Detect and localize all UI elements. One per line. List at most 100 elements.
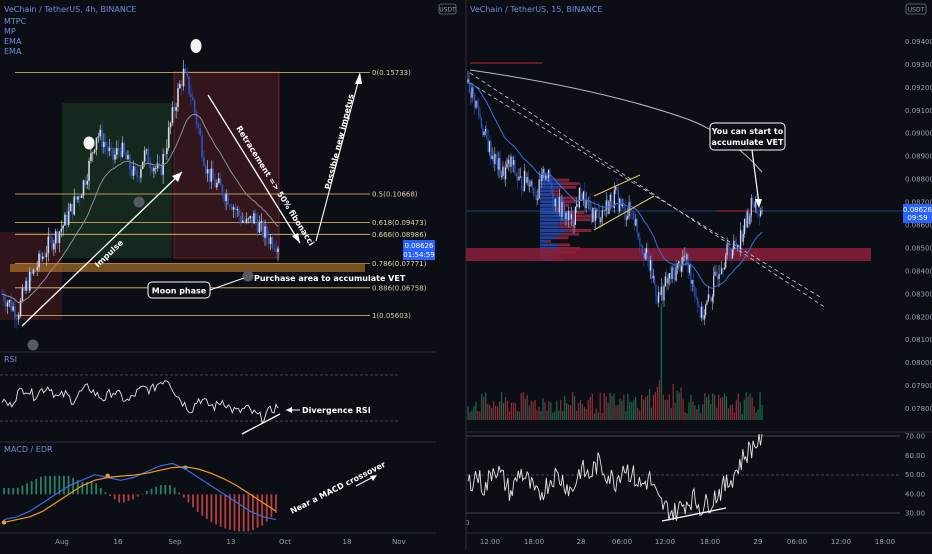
right-candle-body [639,237,641,245]
right-candle-body [662,286,664,301]
left-time-tick: Aug [55,538,69,546]
left-candle-body [134,166,137,172]
volume-bar [520,392,522,420]
volume-bar [706,397,708,420]
volume-bar [723,393,726,420]
right-candle-body [699,307,701,318]
right-candle-body [537,198,539,201]
volume-profile-bar [540,225,560,229]
left-candle-body [10,299,13,311]
volume-bar [674,402,676,420]
volume-bar [623,394,625,420]
macd-histogram-bar [63,475,65,495]
right-candle-body [510,156,512,167]
right-candle-body [521,176,523,191]
divergence-arrowhead-icon [286,407,292,413]
left-candle-body [197,123,200,129]
macd-histogram-bar [155,486,158,495]
left-candle-body [201,135,203,157]
right-candle-body [576,203,578,207]
left-candle-body [210,168,213,182]
right-candle-body [631,210,633,212]
left-candle-body [116,148,118,155]
volume-bar [721,396,724,420]
left-candle-body [49,236,51,238]
right-candle-body [690,264,692,284]
left-candle-body [236,209,239,210]
right-candle-body [620,198,622,207]
left-candle-body [103,142,105,148]
left-candle-body [110,147,113,149]
right-candle-body [517,176,519,181]
volume-bar [743,399,745,420]
right-candle-body [490,141,492,159]
right-time-tick: 28 [577,538,586,546]
right-candle-body [496,158,499,170]
left-candle-body [93,149,96,153]
right-candle-body [648,257,650,271]
volume-profile-bar [540,196,560,200]
indicator-mtpc-label[interactable]: MTPC [4,17,27,26]
right-candle-body [529,184,531,187]
macd-histogram-bar [109,494,111,497]
right-candle-body [741,230,743,242]
left-currency-badge-label: USDT [439,7,456,14]
macd-histogram-bar [132,494,134,500]
right-candle-body [518,176,520,181]
left-candle-body [88,160,90,181]
macd-crossover-arrowhead-icon [370,475,377,481]
right-candle-body [623,204,625,206]
left-chart-title: VeChain / TetherUS, 4h, BINANCE [4,5,136,14]
right-candle-body [745,218,747,228]
right-candle-body [554,198,556,207]
right-candle-body [525,170,527,183]
volume-bar [741,413,743,420]
indicator-ema-label-2[interactable]: EMA [4,47,22,56]
volume-profile-bar [551,193,561,196]
fib-level-label: 1(0.05603) [372,312,411,320]
volume-bar [692,401,694,420]
volume-profile-bar [546,239,552,243]
volume-bar [479,411,481,420]
left-candle-body [221,185,224,196]
rsi-divergence-line [241,413,281,435]
volume-bar [481,394,483,420]
right-candle-body [730,254,732,259]
right-rsi-tick: 30.00 [905,510,925,518]
fib-level-label: 0.5(0.10668) [372,190,418,198]
volume-bar [538,406,540,420]
right-candle-body [590,210,593,223]
right-candle-body [747,211,750,225]
macd-histogram-bar [205,494,208,519]
left-time-tick: 16 [114,538,123,546]
macd-histogram-bar [215,494,217,525]
left-candle-body [173,107,176,111]
volume-bar [644,396,647,420]
indicator-mp-label[interactable]: MP [4,27,16,36]
macd-histogram-bar [182,494,185,498]
left-candle-body [64,214,66,226]
volume-bar [757,409,759,420]
volume-bar [761,404,763,420]
right-candle-body [539,179,542,182]
macd-histogram-bar [173,487,176,495]
left-candle-body [179,84,181,89]
volume-bar [639,410,641,420]
indicator-ema-label[interactable]: EMA [4,37,22,46]
volume-profile-bar [561,232,580,236]
right-candle-body [707,294,709,301]
right-candle-body [476,100,478,107]
volume-bar [589,396,591,420]
right-time-axis: 12:00 18:00 28 06:00 12:00 18:00 29 06:00 12:00 1… [480,538,895,546]
volume-bar [716,407,718,420]
right-candle-body [644,252,646,259]
right-candle-body [598,210,601,223]
fib-level-label: 0.886(0.06758) [372,284,427,292]
macd-histogram-bar [201,494,204,516]
left-candle-body [84,180,87,185]
right-candle-body [531,181,534,188]
left-candle-body [175,106,177,111]
volume-bar [548,401,550,420]
volume-bar [633,399,635,420]
volume-bar [469,412,471,420]
